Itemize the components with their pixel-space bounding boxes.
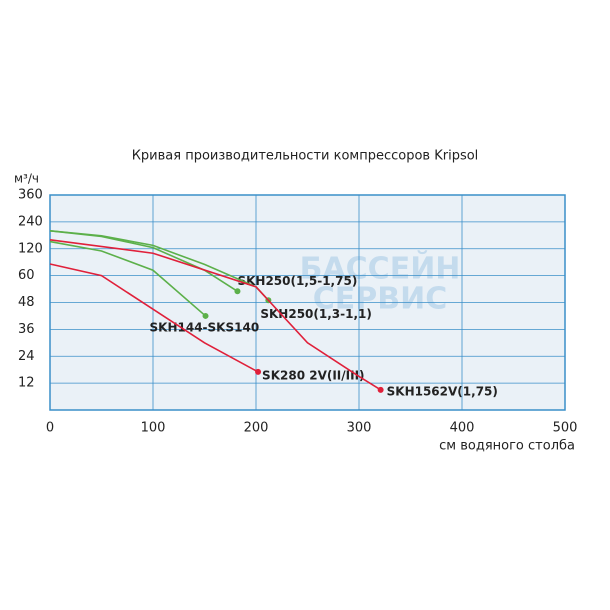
curve-label: SK280 2V(II/III): [262, 368, 364, 382]
y-tick-label: 60: [18, 268, 35, 283]
x-tick-label: 300: [347, 421, 372, 436]
curve-label: SKH250(1,5-1,75): [237, 274, 357, 288]
x-tick-label: 0: [46, 421, 54, 436]
curve: [49, 263, 259, 373]
y-tick-label: 120: [18, 241, 43, 256]
curve-label: SKH1562V(1,75): [387, 384, 498, 398]
chart-title: Кривая производительности компрессоров K…: [132, 149, 479, 164]
y-tick-label: 48: [18, 295, 35, 310]
y-axis-label: м³/ч: [14, 172, 39, 186]
watermark: БАССЕЙН: [300, 251, 461, 287]
x-tick-label: 500: [553, 421, 578, 436]
y-tick-label: 24: [18, 349, 35, 364]
y-tick-label: 12: [18, 376, 35, 391]
x-tick-label: 100: [141, 421, 166, 436]
end-point: [202, 312, 209, 319]
end-point: [377, 386, 384, 393]
curve: [49, 238, 382, 391]
end-point: [234, 288, 241, 295]
curve-label: SKH250(1,3-1,1): [260, 307, 372, 321]
x-tick-label: 200: [244, 421, 269, 436]
curve-label: SKH144-SKS140: [150, 320, 260, 334]
curve: [49, 240, 207, 317]
x-tick-label: 400: [450, 421, 475, 436]
x-axis-label: см водяного столба: [439, 439, 575, 454]
y-tick-label: 240: [18, 214, 43, 229]
y-tick-label: 36: [18, 322, 35, 337]
y-tick-label: 360: [18, 188, 43, 203]
watermark: СЕРВИС: [313, 282, 448, 317]
end-point: [255, 368, 262, 375]
